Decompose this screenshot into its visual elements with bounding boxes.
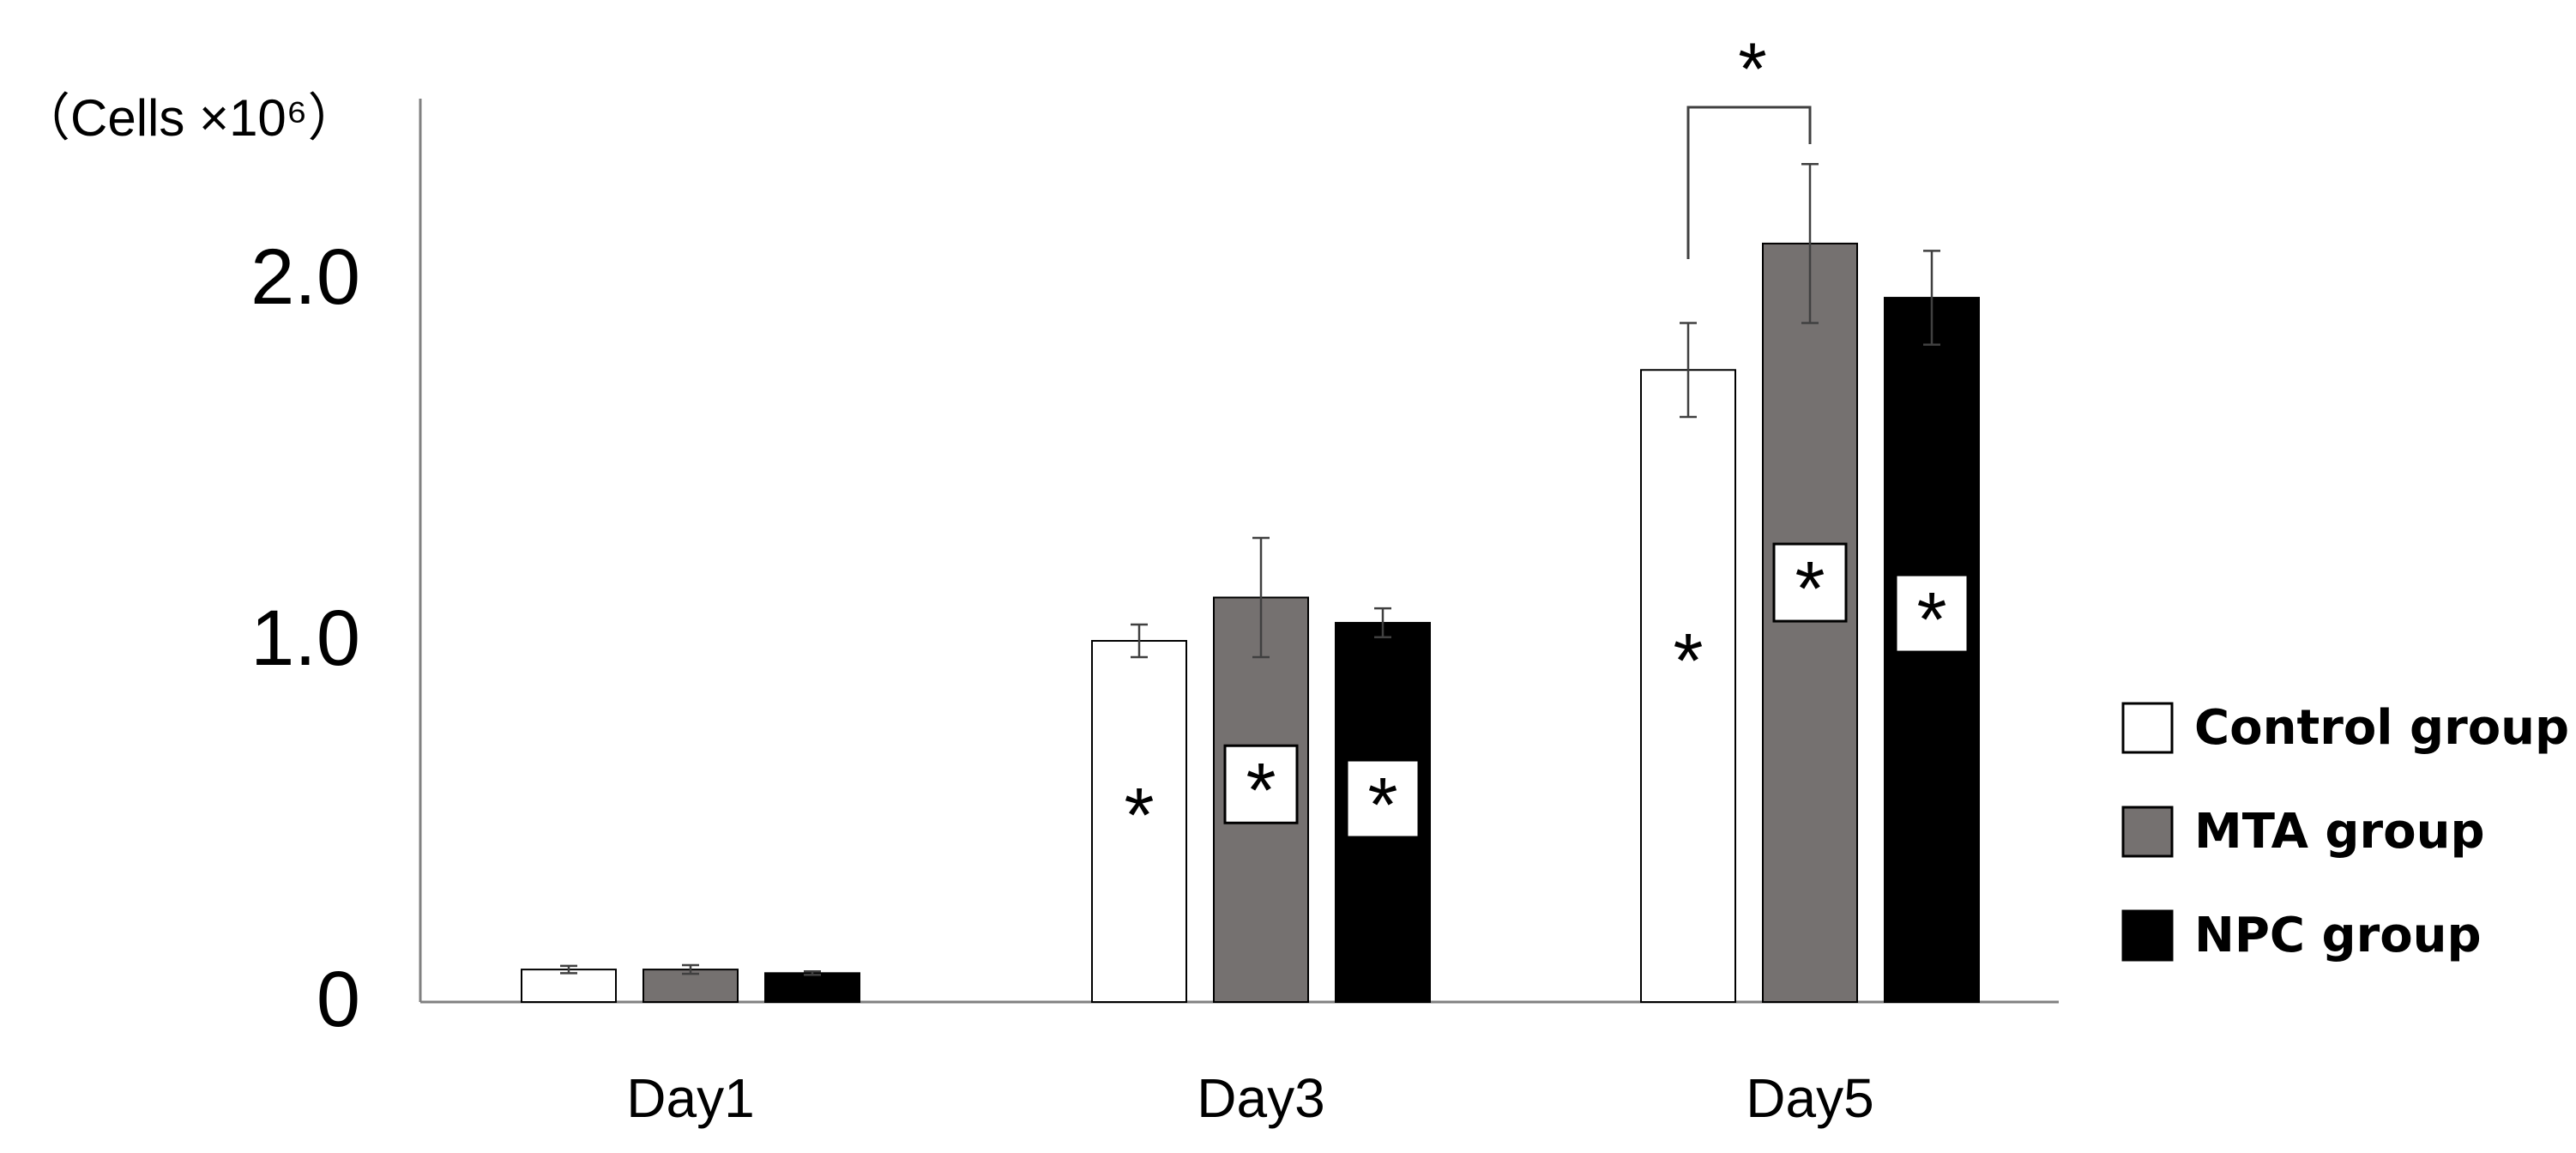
bar-mta-group-day5 bbox=[1762, 242, 1858, 1003]
legend-item-npc-group: NPC group bbox=[2121, 908, 2482, 963]
legend-label: Control group bbox=[2194, 700, 2569, 756]
y-tick-labels: 0 1.0 2.0 bbox=[250, 233, 360, 1043]
bar-mta-group-day1 bbox=[642, 969, 739, 1003]
significance-marker: * bbox=[1673, 619, 1703, 704]
bar-npc-group-day1 bbox=[764, 972, 860, 1003]
y-axis-label: （Cells ×10⁶） bbox=[19, 89, 359, 147]
bar-control-group-day5 bbox=[1640, 369, 1736, 1003]
x-tick-label-day5: Day5 bbox=[1746, 1067, 1873, 1129]
svg-text:*: * bbox=[1124, 773, 1154, 859]
bar-control-group-day1 bbox=[521, 969, 617, 1003]
legend-swatch bbox=[2121, 702, 2174, 754]
x-tick-label-day1: Day1 bbox=[626, 1067, 754, 1129]
significance-marker: * bbox=[1772, 542, 1848, 632]
legend-swatch bbox=[2121, 806, 2174, 858]
svg-text:*: * bbox=[1795, 546, 1825, 632]
error-bars bbox=[560, 163, 1940, 976]
legend-swatch bbox=[2121, 909, 2174, 962]
significance-marker: * bbox=[1223, 744, 1299, 834]
legend-item-control-group: Control group bbox=[2121, 700, 2569, 756]
x-tick-label-day3: Day3 bbox=[1197, 1067, 1324, 1129]
significance-marker: * bbox=[1345, 758, 1421, 848]
legend-label: MTA group bbox=[2194, 804, 2485, 860]
y-tick-label: 1.0 bbox=[250, 595, 360, 682]
svg-text:*: * bbox=[1367, 763, 1397, 848]
bars bbox=[521, 242, 1980, 1003]
error-bar-control-group-day5 bbox=[1680, 322, 1697, 419]
significance-markers: * * * * * * bbox=[1124, 542, 1970, 859]
significance-marker: * bbox=[1894, 573, 1970, 663]
svg-text:*: * bbox=[1738, 28, 1766, 111]
legend: Control group MTA group NPC group bbox=[2121, 700, 2569, 963]
significance-marker: * bbox=[1124, 773, 1154, 859]
legend-label: NPC group bbox=[2194, 908, 2482, 963]
error-bar-mta-group-day1 bbox=[682, 963, 699, 975]
x-tick-labels: Day1 Day3 Day5 bbox=[626, 1067, 1873, 1129]
svg-text:*: * bbox=[1916, 577, 1946, 663]
error-bar-control-group-day1 bbox=[560, 964, 577, 975]
error-bar-npc-group-day1 bbox=[804, 969, 821, 976]
error-bar-control-group-day3 bbox=[1131, 623, 1148, 659]
comparison-bracket: * bbox=[1686, 28, 1812, 259]
svg-text:*: * bbox=[1673, 619, 1703, 704]
y-tick-label: 2.0 bbox=[250, 233, 360, 321]
comparison-brackets: * bbox=[1686, 28, 1812, 259]
legend-item-mta-group: MTA group bbox=[2121, 804, 2485, 860]
error-bar-npc-group-day3 bbox=[1374, 607, 1391, 639]
svg-text:*: * bbox=[1246, 748, 1276, 834]
error-bar-mta-group-day3 bbox=[1252, 536, 1270, 659]
y-tick-label: 0 bbox=[317, 956, 360, 1043]
error-bar-npc-group-day5 bbox=[1923, 250, 1940, 347]
error-bar-mta-group-day5 bbox=[1801, 163, 1819, 324]
